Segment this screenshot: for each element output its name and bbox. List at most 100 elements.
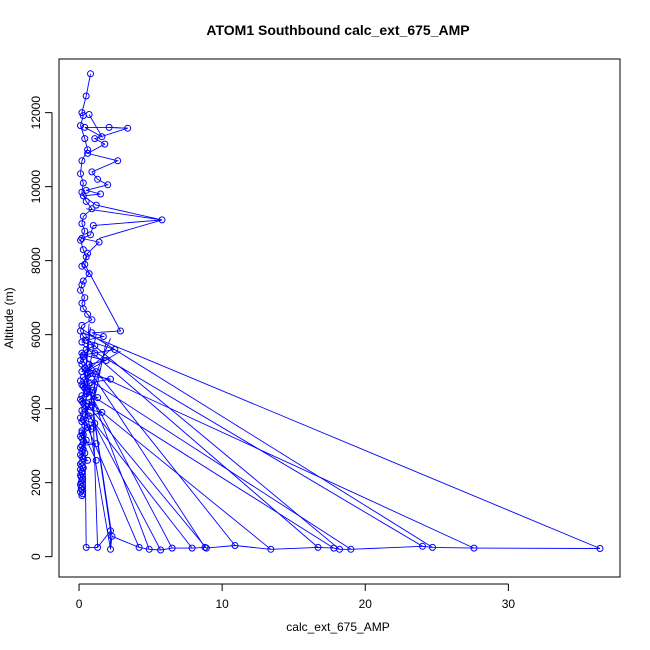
data-point bbox=[79, 277, 87, 285]
data-point bbox=[91, 342, 99, 350]
plot-frame bbox=[58, 58, 621, 578]
data-point bbox=[77, 327, 84, 335]
data-point bbox=[81, 405, 89, 413]
data-point bbox=[78, 338, 86, 346]
data-point bbox=[188, 544, 196, 552]
x-axis-label: calc_ext_675_AMP bbox=[286, 620, 389, 634]
data-point bbox=[79, 455, 87, 463]
data-point bbox=[82, 390, 90, 398]
data-point bbox=[94, 175, 102, 183]
connection-line bbox=[87, 347, 423, 547]
data-point bbox=[79, 416, 87, 424]
data-point bbox=[79, 351, 87, 359]
data-point bbox=[111, 346, 119, 353]
connection-line bbox=[83, 336, 340, 550]
data-point bbox=[78, 220, 86, 228]
connection-line bbox=[81, 343, 319, 548]
data-point bbox=[85, 412, 93, 420]
x-axis: 0 10 20 30 bbox=[76, 583, 515, 611]
connection-line bbox=[81, 328, 433, 548]
data-point bbox=[101, 140, 109, 148]
connection-line bbox=[84, 376, 352, 550]
data-point bbox=[267, 545, 275, 553]
y-tick-label: 4000 bbox=[29, 395, 43, 422]
y-axis-label: Altitude (m) bbox=[2, 287, 16, 348]
data-point bbox=[85, 360, 93, 368]
data-point bbox=[81, 294, 89, 302]
data-point bbox=[84, 423, 92, 431]
data-lines bbox=[79, 73, 601, 551]
data-point bbox=[99, 333, 107, 340]
data-point bbox=[88, 401, 96, 409]
data-point bbox=[114, 157, 122, 165]
data-point bbox=[87, 70, 94, 78]
data-point bbox=[89, 386, 97, 394]
x-tick-label: 20 bbox=[359, 597, 373, 611]
data-point bbox=[85, 111, 93, 118]
data-point bbox=[82, 197, 90, 205]
data-point bbox=[88, 316, 96, 324]
series-line bbox=[86, 529, 601, 551]
data-point bbox=[81, 364, 89, 372]
chart-title: ATOM1 Southbound calc_ext_675_AMP bbox=[206, 22, 469, 38]
data-point bbox=[202, 544, 210, 552]
data-point bbox=[77, 488, 84, 496]
data-point bbox=[97, 190, 104, 198]
data-point bbox=[98, 408, 106, 416]
x-tick-label: 10 bbox=[215, 597, 229, 611]
data-point bbox=[107, 545, 114, 553]
data-point bbox=[77, 122, 84, 130]
data-point bbox=[108, 532, 116, 540]
data-point bbox=[87, 231, 94, 239]
data-point bbox=[596, 545, 604, 552]
data-point bbox=[107, 375, 114, 383]
data-point bbox=[168, 544, 176, 552]
data-point bbox=[91, 349, 99, 357]
data-point bbox=[84, 310, 92, 318]
data-point bbox=[157, 546, 165, 554]
data-point bbox=[77, 236, 84, 244]
data-point bbox=[78, 234, 86, 242]
data-point bbox=[117, 327, 124, 335]
data-point bbox=[124, 124, 132, 132]
y-tick-label: 12000 bbox=[29, 96, 43, 130]
data-point bbox=[84, 149, 92, 157]
data-point bbox=[77, 286, 84, 294]
data-point bbox=[92, 201, 100, 209]
data-point bbox=[92, 456, 100, 464]
data-point bbox=[84, 371, 92, 379]
data-point bbox=[78, 157, 86, 165]
data-point bbox=[77, 170, 84, 178]
data-point bbox=[105, 123, 113, 131]
data-point bbox=[102, 357, 110, 364]
connection-line bbox=[83, 332, 601, 549]
data-point bbox=[85, 270, 93, 278]
data-point bbox=[79, 212, 87, 220]
data-point bbox=[87, 379, 94, 387]
data-point bbox=[78, 434, 86, 442]
y-axis: 0 2000 4000 6000 8000 10000 12000 bbox=[29, 96, 53, 560]
data-point bbox=[79, 445, 87, 453]
y-tick-label: 0 bbox=[29, 553, 43, 560]
data-point bbox=[88, 329, 96, 337]
data-point bbox=[158, 216, 166, 224]
data-point bbox=[88, 425, 96, 433]
connection-line bbox=[88, 406, 207, 549]
data-point bbox=[77, 377, 84, 385]
data-point bbox=[91, 135, 99, 143]
connection-line bbox=[85, 345, 116, 372]
data-point bbox=[419, 542, 426, 550]
y-tick-label: 10000 bbox=[29, 170, 43, 204]
connection-line bbox=[85, 380, 150, 550]
x-tick-label: 0 bbox=[76, 597, 83, 611]
data-point bbox=[79, 305, 87, 313]
data-point bbox=[84, 146, 92, 154]
data-point bbox=[79, 438, 87, 446]
y-tick-label: 8000 bbox=[29, 247, 43, 274]
connection-line bbox=[91, 395, 335, 549]
connection-line bbox=[98, 219, 163, 239]
data-points bbox=[77, 70, 604, 554]
data-point bbox=[145, 545, 153, 553]
data-point bbox=[82, 346, 90, 353]
